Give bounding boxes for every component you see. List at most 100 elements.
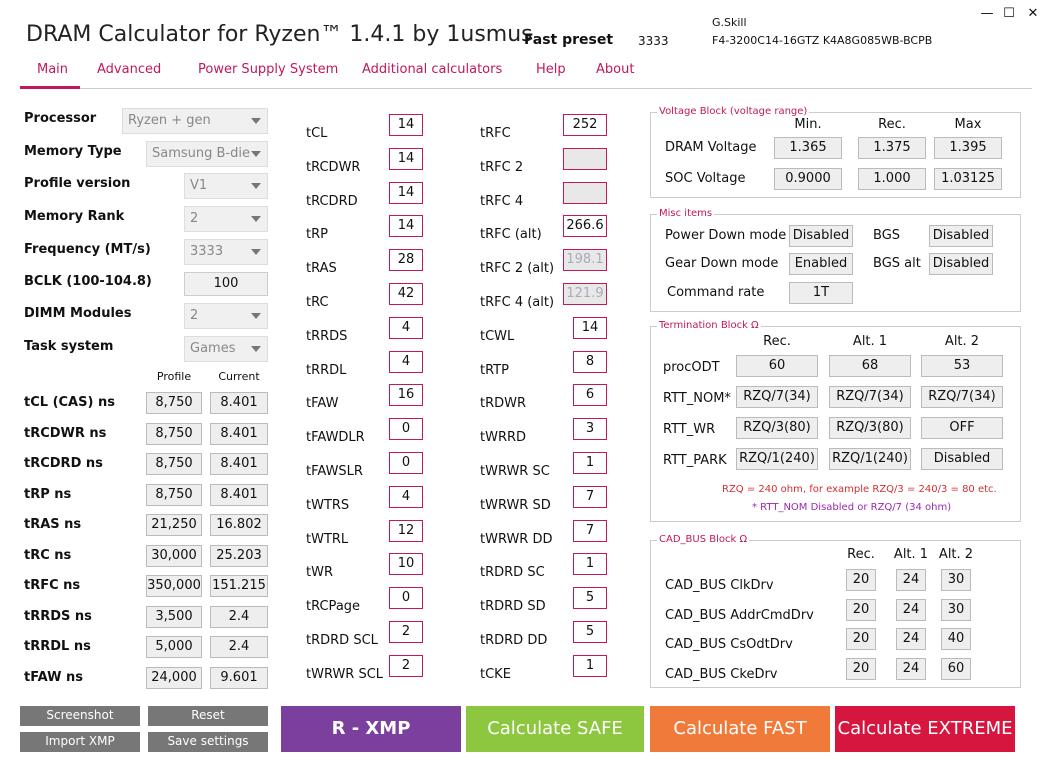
import-xmp-button[interactable]: Import XMP xyxy=(20,732,140,752)
timing-input-tfaw[interactable]: 16 xyxy=(389,384,423,407)
timing-input-twrwr-dd[interactable]: 7 xyxy=(573,519,607,542)
maximize-button[interactable]: ☐ xyxy=(1003,6,1015,21)
voltage-value[interactable]: 1.395 xyxy=(934,137,1002,159)
close-button[interactable]: ✕ xyxy=(1027,6,1039,21)
minimize-button[interactable]: — xyxy=(980,6,994,21)
termination-value[interactable]: RZQ/1(240) xyxy=(736,448,818,470)
misc-value-gear-down-mode[interactable]: Enabled xyxy=(789,253,853,275)
save-settings-button[interactable]: Save settings xyxy=(148,732,268,752)
timing-input-trrdl[interactable]: 4 xyxy=(389,350,423,373)
timing-input-trcdrd[interactable]: 14 xyxy=(389,181,423,204)
r-xmp-button[interactable]: R - XMP xyxy=(281,706,461,752)
timing-input-trc[interactable]: 42 xyxy=(389,283,423,305)
voltage-value[interactable]: 1.03125 xyxy=(934,168,1002,190)
reset-button[interactable]: Reset xyxy=(148,706,268,726)
timing-input-tcwl[interactable]: 14 xyxy=(573,316,607,339)
termination-value[interactable]: RZQ/3(80) xyxy=(829,417,911,439)
cadbus-value[interactable]: 24 xyxy=(896,657,926,680)
timing-input-tfawdlr[interactable]: 0 xyxy=(389,418,423,441)
timing-input-trdrd-scl[interactable]: 2 xyxy=(389,621,423,643)
termination-value[interactable]: RZQ/7(34) xyxy=(829,386,911,408)
cadbus-value[interactable]: 20 xyxy=(846,569,876,591)
timing-input-trrds[interactable]: 4 xyxy=(389,316,423,339)
termination-value[interactable]: RZQ/1(240) xyxy=(829,448,911,470)
tab-about[interactable]: About xyxy=(596,62,635,77)
termination-value[interactable]: Disabled xyxy=(921,448,1003,470)
termination-value[interactable]: RZQ/7(34) xyxy=(921,386,1003,408)
select-dimm-modules[interactable]: 2 xyxy=(184,303,268,329)
misc-value-power-down-mode[interactable]: Disabled xyxy=(789,225,853,247)
timing-label-trdrd-sd: tRDRD SD xyxy=(480,599,546,615)
cadbus-value[interactable]: 40 xyxy=(941,628,971,650)
misc-value-bgs[interactable]: Disabled xyxy=(929,225,993,247)
cadbus-value[interactable]: 30 xyxy=(941,569,971,591)
timing-input-twrwr-scl[interactable]: 2 xyxy=(389,654,423,677)
timing-input-twtrs[interactable]: 4 xyxy=(389,485,423,508)
termination-value[interactable]: OFF xyxy=(921,417,1003,439)
termination-value[interactable]: 60 xyxy=(736,355,818,377)
voltage-block-title: Voltage Block (voltage range) xyxy=(657,106,810,117)
timing-input-trfc-4[interactable] xyxy=(563,181,607,204)
calculate-safe-button[interactable]: Calculate SAFE xyxy=(466,706,644,752)
tab-advanced[interactable]: Advanced xyxy=(97,62,162,77)
setting-label-dimm-modules: DIMM Modules xyxy=(24,306,132,321)
cadbus-value[interactable]: 20 xyxy=(846,598,876,621)
cadbus-value[interactable]: 24 xyxy=(896,628,926,650)
cadbus-value[interactable]: 24 xyxy=(896,569,926,591)
timing-input-trp[interactable]: 14 xyxy=(389,215,423,238)
voltage-value[interactable]: 0.9000 xyxy=(774,168,842,190)
setting-label-memory-type: Memory Type xyxy=(24,144,122,159)
select-processor[interactable]: Ryzen + gen xyxy=(122,108,268,134)
timing-input-twr[interactable]: 10 xyxy=(389,553,423,576)
select-profile-version[interactable]: V1 xyxy=(184,173,268,199)
calculate-extreme-button[interactable]: Calculate EXTREME xyxy=(835,706,1015,752)
timing-input-tcl[interactable]: 14 xyxy=(389,114,423,136)
tab-help[interactable]: Help xyxy=(536,62,566,77)
cadbus-value[interactable]: 30 xyxy=(941,598,971,621)
timing-input-trdrd-sc[interactable]: 1 xyxy=(573,553,607,576)
timing-input-trtp[interactable]: 8 xyxy=(573,350,607,373)
termination-value[interactable]: 53 xyxy=(921,355,1003,377)
timing-input-trdrd-dd[interactable]: 5 xyxy=(573,621,607,643)
termination-value[interactable]: RZQ/3(80) xyxy=(736,417,818,439)
timing-input-tcke[interactable]: 1 xyxy=(573,654,607,677)
screenshot-button[interactable]: Screenshot xyxy=(20,706,140,726)
timing-input-twrrd[interactable]: 3 xyxy=(573,418,607,441)
voltage-value[interactable]: 1.375 xyxy=(858,137,926,159)
timing-input-tras[interactable]: 28 xyxy=(389,249,423,272)
timing-input-twtrl[interactable]: 12 xyxy=(389,519,423,542)
cadbus-value[interactable]: 20 xyxy=(846,628,876,650)
timing-input-twrwr-sd[interactable]: 7 xyxy=(573,485,607,508)
timing-input-trdwr[interactable]: 6 xyxy=(573,384,607,407)
cadbus-value[interactable]: 20 xyxy=(846,657,876,680)
voltage-value[interactable]: 1.000 xyxy=(858,168,926,190)
cadbus-value[interactable]: 60 xyxy=(941,657,971,680)
timing-input-tfawslr[interactable]: 0 xyxy=(389,452,423,474)
select-memory-type[interactable]: Samsung B-die xyxy=(146,141,268,167)
cadbus-header-rec: Rec. xyxy=(847,547,875,562)
select-frequency-mt-s[interactable]: 3333 xyxy=(184,239,268,265)
termination-value[interactable]: 68 xyxy=(829,355,911,377)
select-memory-rank[interactable]: 2 xyxy=(184,206,268,232)
input-bclk-100-104-8[interactable]: 100 xyxy=(184,272,268,296)
select-task-system[interactable]: Games xyxy=(184,336,268,362)
tab-main[interactable]: Main xyxy=(37,62,69,77)
timing-input-trcpage[interactable]: 0 xyxy=(389,587,423,610)
ns-profile-value: 24,000 xyxy=(146,666,202,689)
calculate-fast-button[interactable]: Calculate FAST xyxy=(650,706,830,752)
voltage-value[interactable]: 1.365 xyxy=(774,137,842,159)
tab-power-supply-system[interactable]: Power Supply System xyxy=(198,62,339,77)
termination-value[interactable]: RZQ/7(34) xyxy=(736,386,818,408)
timing-input-trdrd-sd[interactable]: 5 xyxy=(573,587,607,610)
timing-input-trfc-2[interactable] xyxy=(563,147,607,170)
cadbus-value[interactable]: 24 xyxy=(896,598,926,621)
timing-input-trcdwr[interactable]: 14 xyxy=(389,147,423,170)
misc-value-command-rate[interactable]: 1T xyxy=(789,282,853,304)
misc-value-bgs-alt[interactable]: Disabled xyxy=(929,253,993,275)
timing-label-trrdl: tRRDL xyxy=(306,362,347,378)
timing-input-trfc-alt[interactable]: 266.6 xyxy=(563,215,607,238)
timing-input-trfc[interactable]: 252 xyxy=(563,114,607,136)
timing-label-trdrd-dd: tRDRD DD xyxy=(480,633,548,648)
tab-additional-calculators[interactable]: Additional calculators xyxy=(362,62,503,77)
timing-input-twrwr-sc[interactable]: 1 xyxy=(573,452,607,474)
